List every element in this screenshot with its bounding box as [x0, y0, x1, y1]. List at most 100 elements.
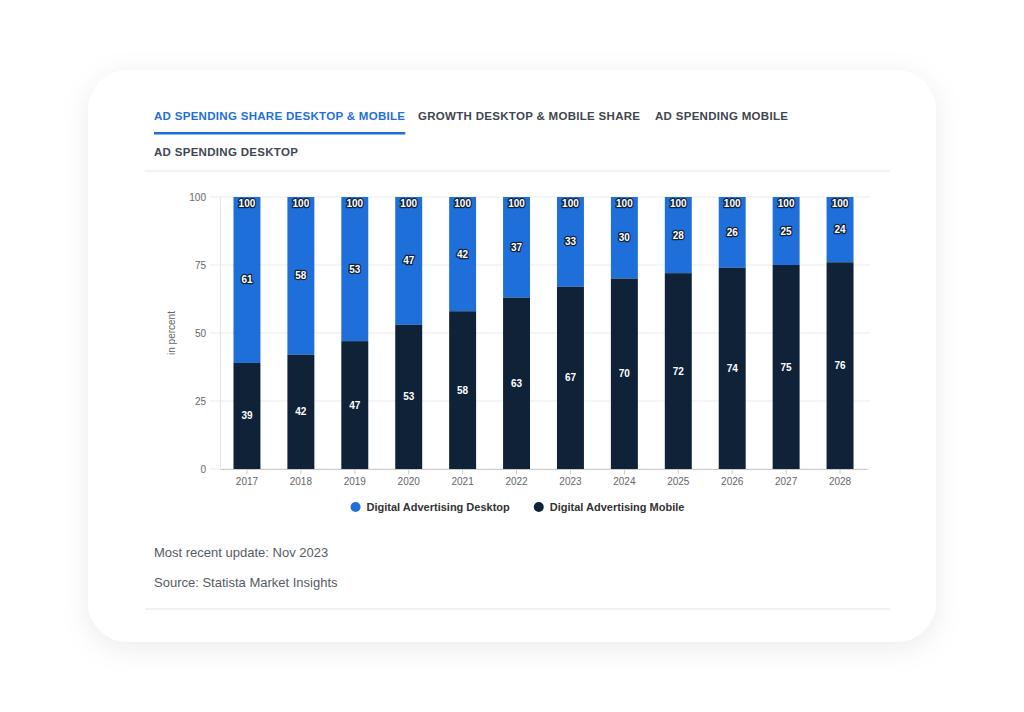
bar: [503, 298, 530, 469]
bar: [719, 268, 746, 469]
bar: [341, 197, 368, 341]
bar: [287, 197, 314, 355]
total-label: 100: [616, 198, 633, 209]
axis-line: [220, 198, 221, 470]
data-label: 25: [781, 226, 793, 237]
total-label: 100: [293, 198, 310, 209]
tick-label: 50: [195, 328, 207, 339]
footnote: Source: Statista Market Insights: [154, 575, 338, 590]
bar: [557, 287, 584, 469]
total-label: 100: [239, 198, 256, 209]
bar: [233, 363, 260, 469]
bar: [341, 341, 368, 469]
bar: [773, 197, 800, 265]
data-label: 75: [781, 362, 793, 373]
tick-mark: [516, 469, 517, 474]
legend-item: Digital Advertising Mobile: [534, 501, 685, 513]
tick-label: 2023: [559, 476, 582, 487]
data-label: 67: [565, 372, 577, 383]
total-label: 100: [508, 198, 525, 209]
bar: [665, 273, 692, 469]
tick-label: 2019: [344, 476, 367, 487]
legend-label: Digital Advertising Desktop: [367, 501, 511, 513]
card: [88, 70, 936, 642]
legend: Digital Advertising Desktop Digital Adver…: [351, 501, 685, 513]
tick-label: 2018: [290, 476, 313, 487]
tick-mark: [354, 469, 355, 474]
bar: [665, 197, 692, 273]
tabs: AD SPENDING SHARE DESKTOP & MOBILE GROWTH…: [154, 110, 788, 158]
data-label: 74: [727, 363, 739, 374]
tick-label: 2025: [667, 476, 690, 487]
total-label: 100: [724, 198, 741, 209]
x-axis: 2017201820192020202120222023202420252026…: [221, 469, 868, 487]
bar: [719, 197, 746, 268]
bar: [773, 265, 800, 469]
bar: [287, 355, 314, 469]
bar: [449, 311, 476, 469]
chart-canvas: AD SPENDING SHARE DESKTOP & MOBILE GROWTH…: [0, 0, 1024, 712]
data-label: 42: [295, 406, 307, 417]
bar: [557, 197, 584, 287]
legend-swatch: [534, 502, 544, 512]
data-label: 47: [403, 255, 415, 266]
bar: [611, 279, 638, 469]
tick: 2019: [344, 469, 367, 487]
tick-label: 2024: [613, 476, 636, 487]
grid: [210, 197, 870, 469]
tick-mark: [408, 469, 409, 474]
data-label: 76: [834, 360, 846, 371]
tick: 75: [195, 260, 220, 271]
tab-label[interactable]: GROWTH DESKTOP & MOBILE SHARE: [418, 110, 640, 122]
tick: 2021: [452, 469, 475, 487]
bar: [233, 197, 260, 363]
tick-mark: [678, 469, 679, 474]
data-label: 72: [673, 366, 685, 377]
tick-mark: [732, 469, 733, 474]
legend-item: Digital Advertising Desktop: [351, 501, 511, 513]
tick-mark: [786, 469, 787, 474]
bar: [395, 325, 422, 469]
total-label: 100: [562, 198, 579, 209]
tick-label: 2028: [829, 476, 852, 487]
axis-line: [221, 469, 868, 470]
bar: [827, 197, 854, 262]
total-label: 100: [778, 198, 795, 209]
tick-mark: [624, 469, 625, 474]
tab-label[interactable]: AD SPENDING MOBILE: [655, 110, 788, 122]
tick: 25: [195, 396, 220, 407]
tab-label[interactable]: AD SPENDING DESKTOP: [154, 146, 298, 158]
data-label: 47: [349, 400, 361, 411]
data-label: 24: [834, 224, 846, 235]
tab-label[interactable]: AD SPENDING SHARE DESKTOP & MOBILE: [154, 110, 405, 122]
separator: [145, 609, 890, 610]
tick-label: 2020: [398, 476, 421, 487]
data-label: 53: [403, 391, 415, 402]
data-label: 30: [619, 232, 631, 243]
footnote: Most recent update: Nov 2023: [154, 545, 328, 560]
tick-mark: [570, 469, 571, 474]
data-label: 53: [349, 264, 361, 275]
tick-mark: [840, 469, 841, 474]
bar: [449, 197, 476, 311]
tick-label: 2021: [452, 476, 475, 487]
tick: 2020: [398, 469, 421, 487]
tick-mark: [462, 469, 463, 474]
data-label: 37: [511, 242, 523, 253]
bar: [395, 197, 422, 325]
data-label: 58: [295, 270, 307, 281]
tick: 2022: [505, 469, 528, 487]
tick-label: 2017: [236, 476, 259, 487]
data-label: 26: [727, 227, 739, 238]
data-label: 33: [565, 236, 577, 247]
tick-label: 2022: [505, 476, 528, 487]
tick: 2024: [613, 469, 636, 487]
total-label: 100: [454, 198, 471, 209]
data-label: 42: [457, 249, 469, 260]
separator: [145, 171, 890, 172]
axis-title: in percent: [166, 311, 177, 355]
total-label: 100: [832, 198, 849, 209]
tick: 2023: [559, 469, 582, 487]
tick: 0: [200, 464, 220, 475]
bar: [827, 262, 854, 469]
